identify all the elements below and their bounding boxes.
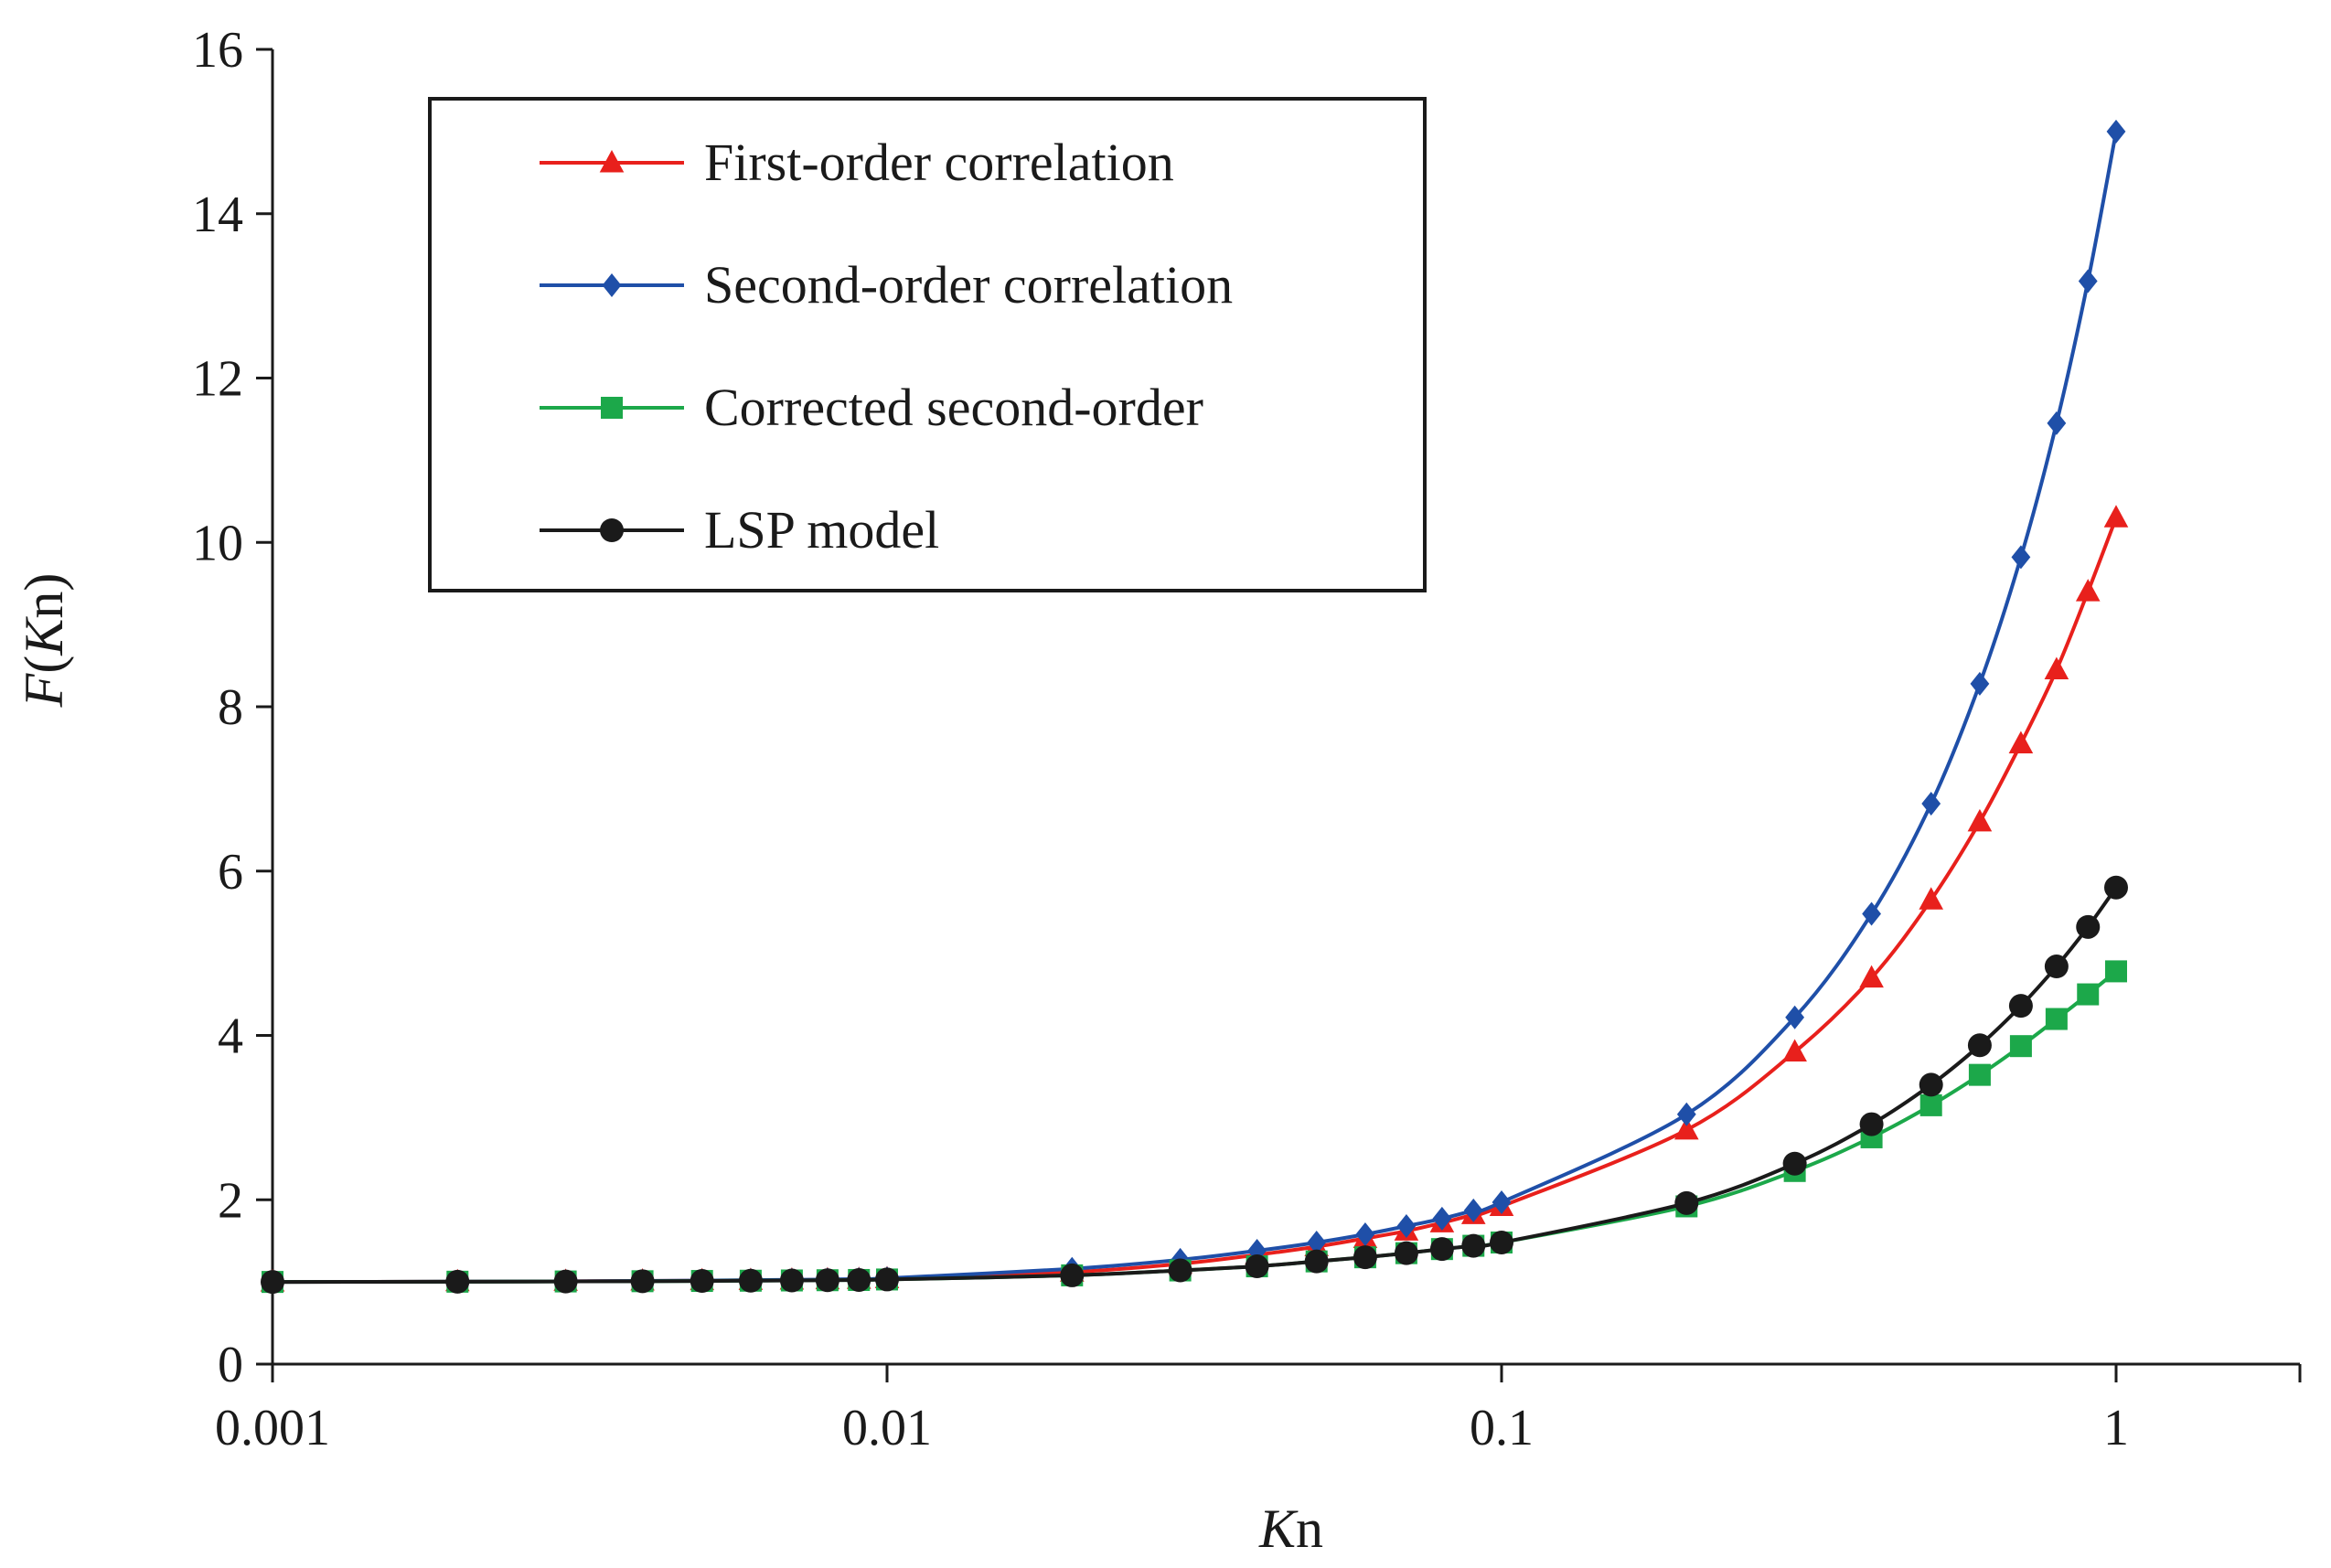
data-point <box>2045 1008 2068 1030</box>
series-lsp-model <box>261 875 2128 1295</box>
data-point <box>2076 914 2101 939</box>
data-point <box>779 1268 804 1293</box>
data-point <box>2044 955 2069 979</box>
x-tick-label: 0.001 <box>215 1400 330 1456</box>
y-tick-label: 12 <box>192 351 243 408</box>
data-point <box>1247 1238 1267 1263</box>
data-point <box>1970 671 1990 696</box>
legend-label: LSP model <box>704 500 939 560</box>
data-point <box>1919 1093 1942 1116</box>
data-point <box>1307 1230 1327 1254</box>
data-point <box>1353 1245 1377 1270</box>
legend-marker <box>601 397 623 419</box>
data-point <box>1463 1198 1483 1222</box>
data-point <box>1355 1221 1375 1246</box>
data-point <box>1461 1233 1486 1258</box>
data-point <box>2075 579 2101 602</box>
y-tick-label: 2 <box>218 1172 243 1229</box>
data-point <box>690 1269 714 1294</box>
data-point <box>2106 119 2126 144</box>
data-point <box>2104 875 2128 900</box>
data-point <box>1673 1116 1699 1140</box>
y-tick-label: 4 <box>218 1008 243 1065</box>
data-point <box>875 1267 899 1292</box>
y-tick-label: 0 <box>218 1337 243 1393</box>
legend-marker <box>600 518 624 542</box>
data-point <box>2047 411 2067 435</box>
data-point <box>1859 1112 1884 1136</box>
data-point <box>630 1269 655 1294</box>
data-point <box>1490 1230 1513 1254</box>
x-tick-label: 0.1 <box>1470 1400 1534 1456</box>
data-point <box>1432 1206 1452 1231</box>
data-point <box>1394 1241 1418 1265</box>
data-point <box>1429 1237 1454 1262</box>
legend-box <box>428 97 1427 592</box>
series-corrected-second-order <box>262 960 2127 1294</box>
data-point <box>738 1268 763 1293</box>
legend-label: Corrected second-order <box>704 378 1203 437</box>
data-point <box>261 1270 284 1295</box>
y-tick-label: 14 <box>192 187 243 243</box>
x-tick-label: 1 <box>2103 1400 2129 1456</box>
series-layer <box>260 119 2129 1295</box>
y-tick-label: 16 <box>192 22 243 79</box>
data-point <box>1304 1249 1329 1274</box>
legend-item: Second-order correlation <box>540 255 1233 315</box>
data-point <box>553 1269 578 1294</box>
data-point <box>1919 887 1944 910</box>
data-point <box>1859 965 1884 988</box>
x-axis-title: Kn <box>1258 1499 1323 1559</box>
series-line <box>272 886 2118 1285</box>
axis-ticks: 0 2 4 6 8 10 12 14 16 0.001 0.01 0.1 1 <box>192 22 2302 1456</box>
data-point <box>1967 808 1993 832</box>
data-point <box>2008 994 2033 1019</box>
data-point <box>1782 1151 1807 1176</box>
data-point <box>2009 1035 2032 1058</box>
data-point <box>445 1269 470 1294</box>
y-axis-title: F(Kn) <box>14 573 74 709</box>
data-point <box>2078 269 2098 293</box>
series-first-order-correlation <box>260 505 2129 1292</box>
data-point <box>847 1267 871 1292</box>
data-point <box>1168 1258 1192 1283</box>
legend-marker <box>599 150 625 173</box>
data-point <box>1782 1039 1807 1061</box>
data-point <box>1862 901 1881 926</box>
legend-label: First-order correlation <box>704 133 1174 192</box>
data-point <box>2044 656 2069 680</box>
series-line <box>272 517 2118 1285</box>
y-tick-label: 8 <box>218 679 243 736</box>
data-point <box>2103 505 2129 528</box>
data-point <box>2105 960 2127 983</box>
data-point <box>1919 1072 1943 1097</box>
data-point <box>1060 1263 1085 1287</box>
legend-marker <box>602 273 622 297</box>
data-point <box>1396 1214 1417 1239</box>
data-point <box>2077 983 2100 1006</box>
data-point <box>1676 1102 1696 1126</box>
legend-item: First-order correlation <box>540 133 1174 192</box>
data-point <box>1967 1033 1992 1058</box>
legend: First-order correlation Second-order corr… <box>428 97 1427 592</box>
x-tick-label: 0.01 <box>842 1400 932 1456</box>
data-point <box>1921 792 1941 816</box>
series-line <box>272 969 2118 1285</box>
data-point <box>1968 1063 1991 1086</box>
y-tick-label: 6 <box>218 844 243 901</box>
data-point <box>2008 731 2034 753</box>
data-point <box>1674 1190 1699 1215</box>
data-point <box>1245 1254 1269 1279</box>
legend-item: Corrected second-order <box>540 378 1203 437</box>
y-tick-label: 10 <box>192 515 243 571</box>
data-point <box>1785 1005 1805 1029</box>
legend-item: LSP model <box>540 500 939 560</box>
data-point <box>1492 1189 1512 1214</box>
data-point <box>815 1268 839 1293</box>
legend-label: Second-order correlation <box>704 255 1233 315</box>
data-point <box>2011 545 2031 570</box>
